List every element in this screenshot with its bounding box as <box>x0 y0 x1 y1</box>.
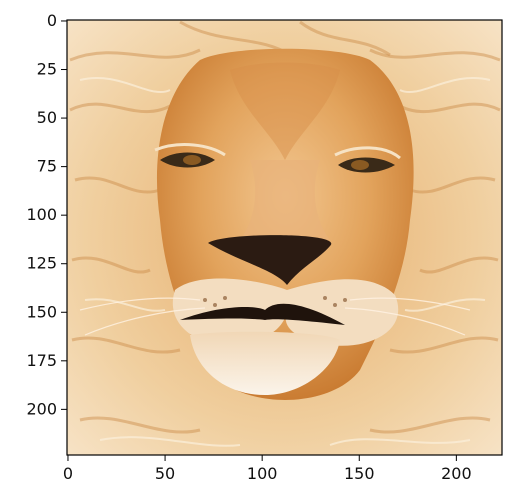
x-axis: 0 50 100 150 200 <box>63 455 472 483</box>
y-tick-label: 25 <box>37 60 57 79</box>
lion-face-image <box>67 20 502 455</box>
x-tick-label: 0 <box>63 464 73 483</box>
y-tick-label: 175 <box>26 351 57 370</box>
chin <box>190 331 340 395</box>
y-tick-label: 200 <box>26 399 57 418</box>
x-tick-label: 100 <box>247 464 278 483</box>
y-axis: 0 25 50 75 100 125 150 175 200 <box>26 11 67 418</box>
x-tick-label: 200 <box>441 464 472 483</box>
axes-frame <box>66 19 503 456</box>
y-tick-label: 0 <box>47 11 57 30</box>
x-tick-label: 150 <box>344 464 375 483</box>
x-tick-label: 50 <box>155 464 175 483</box>
y-tick-label: 150 <box>26 302 57 321</box>
eyes <box>154 143 401 173</box>
mouth <box>180 303 345 325</box>
y-tick-label: 50 <box>37 108 57 127</box>
y-tick-label: 100 <box>26 205 57 224</box>
mane <box>69 20 501 434</box>
nose <box>208 235 332 285</box>
y-tick-label: 125 <box>26 254 57 273</box>
y-tick-label: 75 <box>37 157 57 176</box>
